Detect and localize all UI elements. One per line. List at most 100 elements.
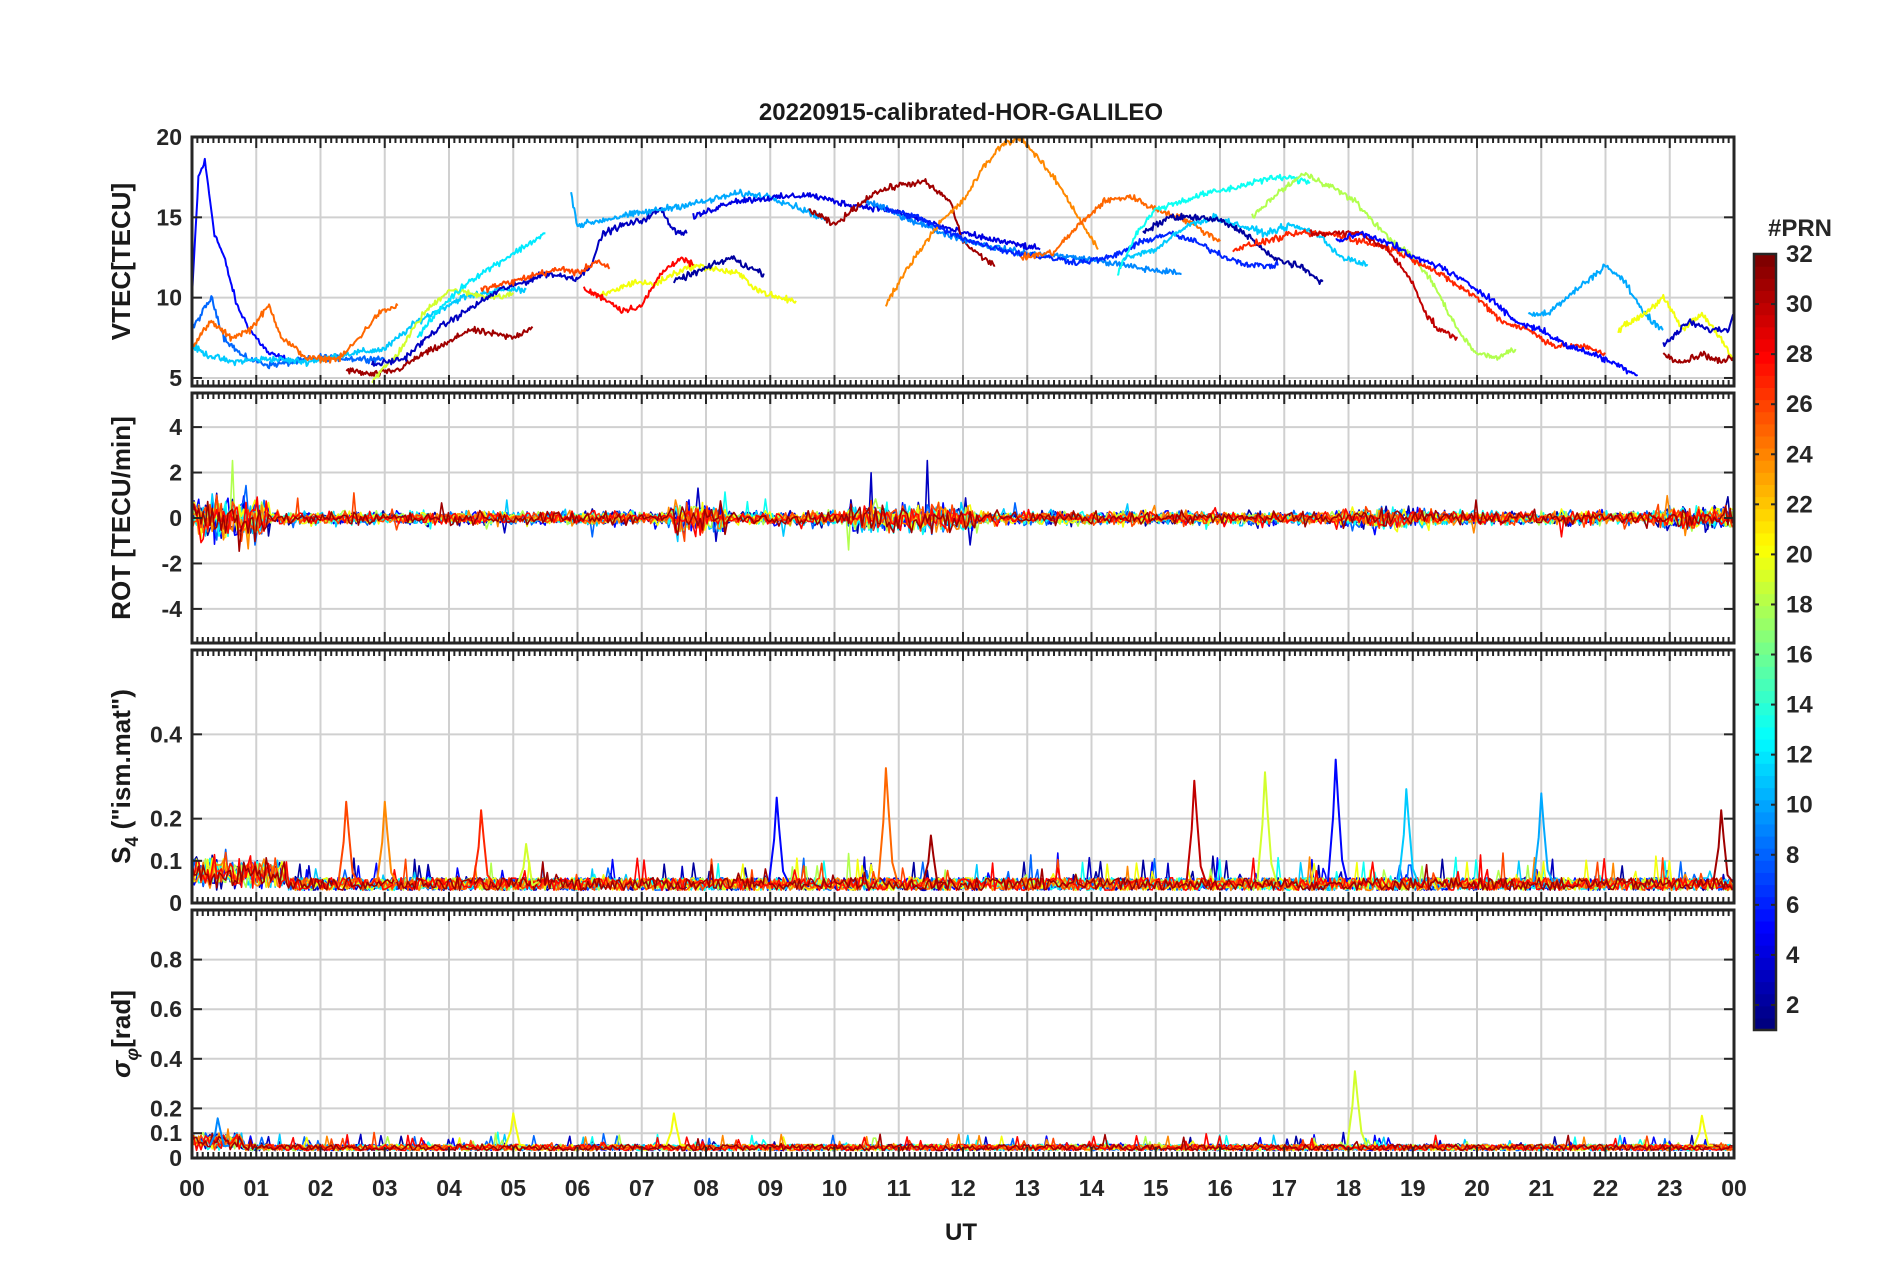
colorbar-segment <box>1754 302 1776 316</box>
y-tick-label: 0 <box>169 1145 182 1171</box>
s4-spike-prn-25 <box>877 767 899 883</box>
colorbar-tick-label: 18 <box>1786 591 1813 618</box>
s4-spike-prn-19 <box>517 843 539 887</box>
s4-spike-prn-30 <box>1185 779 1207 883</box>
colorbar-segment <box>1754 278 1776 291</box>
colorbar-segment <box>1754 836 1776 849</box>
panel-s4: 0 0.1 0.2 0.4 S4 ("ism.mat") <box>106 648 1736 916</box>
y-label-rest: [rad] <box>106 990 136 1048</box>
x-tick-label: 02 <box>308 1175 334 1201</box>
x-tick-label: 01 <box>243 1175 269 1201</box>
vtec-line-prn-11 <box>1122 212 1369 267</box>
colorbar-segment <box>1754 617 1776 631</box>
colorbar-segment <box>1754 254 1776 267</box>
colorbar-segment <box>1754 751 1776 764</box>
vtec-line-prn-27 <box>1232 229 1606 357</box>
vtec-line-prn-20 <box>595 261 797 304</box>
vtec-line-prn-13 <box>1117 173 1311 276</box>
y-tick-label: 0.2 <box>150 1095 182 1121</box>
s4-spike-prn-5 <box>768 796 790 883</box>
vtec-line-prn-6 <box>884 206 1279 270</box>
vtec-line-prn-26 <box>480 259 611 294</box>
colorbar-segment <box>1754 472 1776 485</box>
colorbar-tick-label: 20 <box>1786 541 1813 568</box>
colorbar-segment <box>1754 787 1776 801</box>
colorbar-segment <box>1754 629 1776 643</box>
colorbar-segment <box>1754 823 1776 837</box>
colorbar-tick-label: 26 <box>1786 391 1813 418</box>
y-tick-label: 2 <box>169 460 182 486</box>
y-tick-label: 0.4 <box>150 1046 182 1072</box>
panel-rot-y-axis-label: ROT [TECU/min] <box>106 416 136 620</box>
vtec-line-prn-31 <box>1662 350 1735 364</box>
colorbar-segment <box>1754 1017 1776 1031</box>
colorbar-segment <box>1754 290 1776 304</box>
colorbar-segment <box>1754 775 1776 789</box>
panel-sigma_phi-y-axis-label: σφ[rad] <box>106 990 142 1078</box>
x-tick-label: 13 <box>1014 1175 1040 1201</box>
s4-spike-prn-19 <box>1256 771 1278 883</box>
colorbar-tick-label: 10 <box>1786 792 1813 819</box>
colorbar-segment <box>1754 581 1776 595</box>
vtec-line-prn-30 <box>1309 229 1458 341</box>
colorbar-tick-label: 12 <box>1786 742 1813 769</box>
s4-trace-prn-31 <box>191 856 1734 892</box>
s4-spike-prn-27 <box>472 809 494 883</box>
y-tick-label: -2 <box>162 550 182 576</box>
colorbar-segment <box>1754 896 1776 910</box>
y-tick-label: -4 <box>162 596 183 622</box>
y-tick-label: 0.1 <box>150 848 182 874</box>
vtec-line-prn-10 <box>1527 263 1664 331</box>
x-tick-label: 10 <box>822 1175 848 1201</box>
colorbar-tick-label: 8 <box>1786 842 1799 869</box>
vtec-line-prn-4 <box>692 192 1041 251</box>
colorbar-segment <box>1754 654 1776 667</box>
y-tick-label: 4 <box>169 414 182 440</box>
s4-spike-prn-26 <box>337 800 359 883</box>
colorbar-segment <box>1754 908 1776 922</box>
colorbar-segment <box>1754 375 1776 388</box>
colorbar-frame <box>1752 252 1778 1032</box>
s4-trace-prn-28 <box>191 853 1734 892</box>
rot-trace-prn-31 <box>191 499 1734 553</box>
colorbar-segment <box>1754 508 1776 522</box>
colorbar-segment <box>1754 920 1776 934</box>
sigma_phi-spike-prn-19 <box>1346 1070 1368 1146</box>
colorbar-segment <box>1754 993 1776 1007</box>
colorbar-segment <box>1754 799 1776 813</box>
x-tick-label: 11 <box>887 1175 912 1201</box>
colorbar-segment <box>1754 520 1776 534</box>
sigma_phi-spike-prn-20 <box>1693 1114 1714 1147</box>
colorbar-segment <box>1754 884 1776 898</box>
colorbar-segment <box>1754 848 1776 861</box>
vtec-line-prn-5 <box>1335 230 1639 377</box>
y-tick-label: 0.1 <box>150 1120 182 1146</box>
colorbar-tick-label: 32 <box>1786 241 1813 268</box>
x-tick-label: 14 <box>1079 1175 1105 1201</box>
panel-sigma_phi-frame <box>190 908 1736 1160</box>
y-tick-label: 5 <box>169 365 182 391</box>
x-tick-label: 22 <box>1593 1175 1619 1201</box>
colorbar-title: #PRN <box>1768 215 1832 242</box>
colorbar-segment <box>1754 739 1776 752</box>
x-tick-label: 19 <box>1400 1175 1426 1201</box>
colorbar-tick-label: 28 <box>1786 341 1813 368</box>
x-tick-label: 23 <box>1657 1175 1683 1201</box>
s4-spike-prn-31 <box>1712 809 1734 883</box>
colorbar-segment <box>1754 690 1776 704</box>
colorbar-segment <box>1754 363 1776 376</box>
panel-vtec-series <box>191 135 1735 384</box>
colorbar-segment <box>1754 642 1776 655</box>
x-tick-label: 00 <box>1721 1175 1747 1201</box>
y-tick-label: 0.4 <box>150 721 182 747</box>
y-tick-label: 15 <box>156 204 182 230</box>
vtec-line-prn-24 <box>884 135 1099 307</box>
vtec-line-prn-11 <box>191 286 527 367</box>
sigma_phi-spike-prn-20 <box>665 1112 686 1147</box>
vtec-line-prn-2 <box>672 255 765 284</box>
colorbar-tick-label: 16 <box>1786 642 1813 669</box>
x-axis-tick-labels: 00 01 02 03 04 05 06 07 08 09 10 11 12 13 14 15 16 17 18 19… <box>179 1175 1747 1201</box>
